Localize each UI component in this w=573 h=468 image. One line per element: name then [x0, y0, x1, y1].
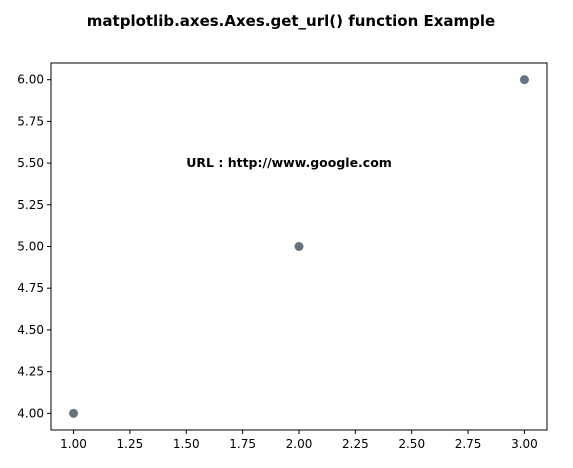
x-tick-label: 1.50	[173, 437, 200, 451]
scatter-point	[294, 242, 304, 251]
y-tick-label: 5.00	[17, 240, 44, 254]
x-tick-label: 1.75	[229, 437, 256, 451]
x-tick-label: 3.00	[511, 437, 538, 451]
x-tick-label: 2.75	[455, 437, 482, 451]
y-tick-label: 4.25	[17, 365, 44, 379]
x-tick-label: 2.25	[342, 437, 369, 451]
scatter-point	[69, 408, 79, 418]
y-tick-label: 5.25	[17, 198, 44, 212]
scatter-points	[69, 75, 529, 418]
annotations: URL : http://www.google.com	[186, 155, 392, 170]
y-tick-label: 4.00	[17, 406, 44, 420]
url-annotation: URL : http://www.google.com	[186, 155, 392, 170]
y-tick-label: 5.75	[17, 114, 44, 128]
y-axis: 4.00 4.25 4.50 4.75 5.00 5.25 5.50 5.75 6.00	[17, 73, 51, 420]
x-tick-label: 2.50	[398, 437, 425, 451]
scatter-point	[519, 75, 529, 85]
y-tick-label: 5.50	[17, 156, 44, 170]
y-tick-label: 4.75	[17, 281, 44, 295]
x-tick-label: 2.00	[286, 437, 313, 451]
chart-title: matplotlib.axes.Axes.get_url() function …	[87, 12, 495, 30]
y-tick-label: 4.50	[17, 323, 44, 337]
x-tick-label: 1.25	[117, 437, 144, 451]
x-axis: 1.00 1.25 1.50 1.75 2.00 2.25 2.50 2.75 3.00	[60, 430, 538, 451]
x-tick-label: 1.00	[60, 437, 87, 451]
y-tick-label: 6.00	[17, 73, 44, 87]
